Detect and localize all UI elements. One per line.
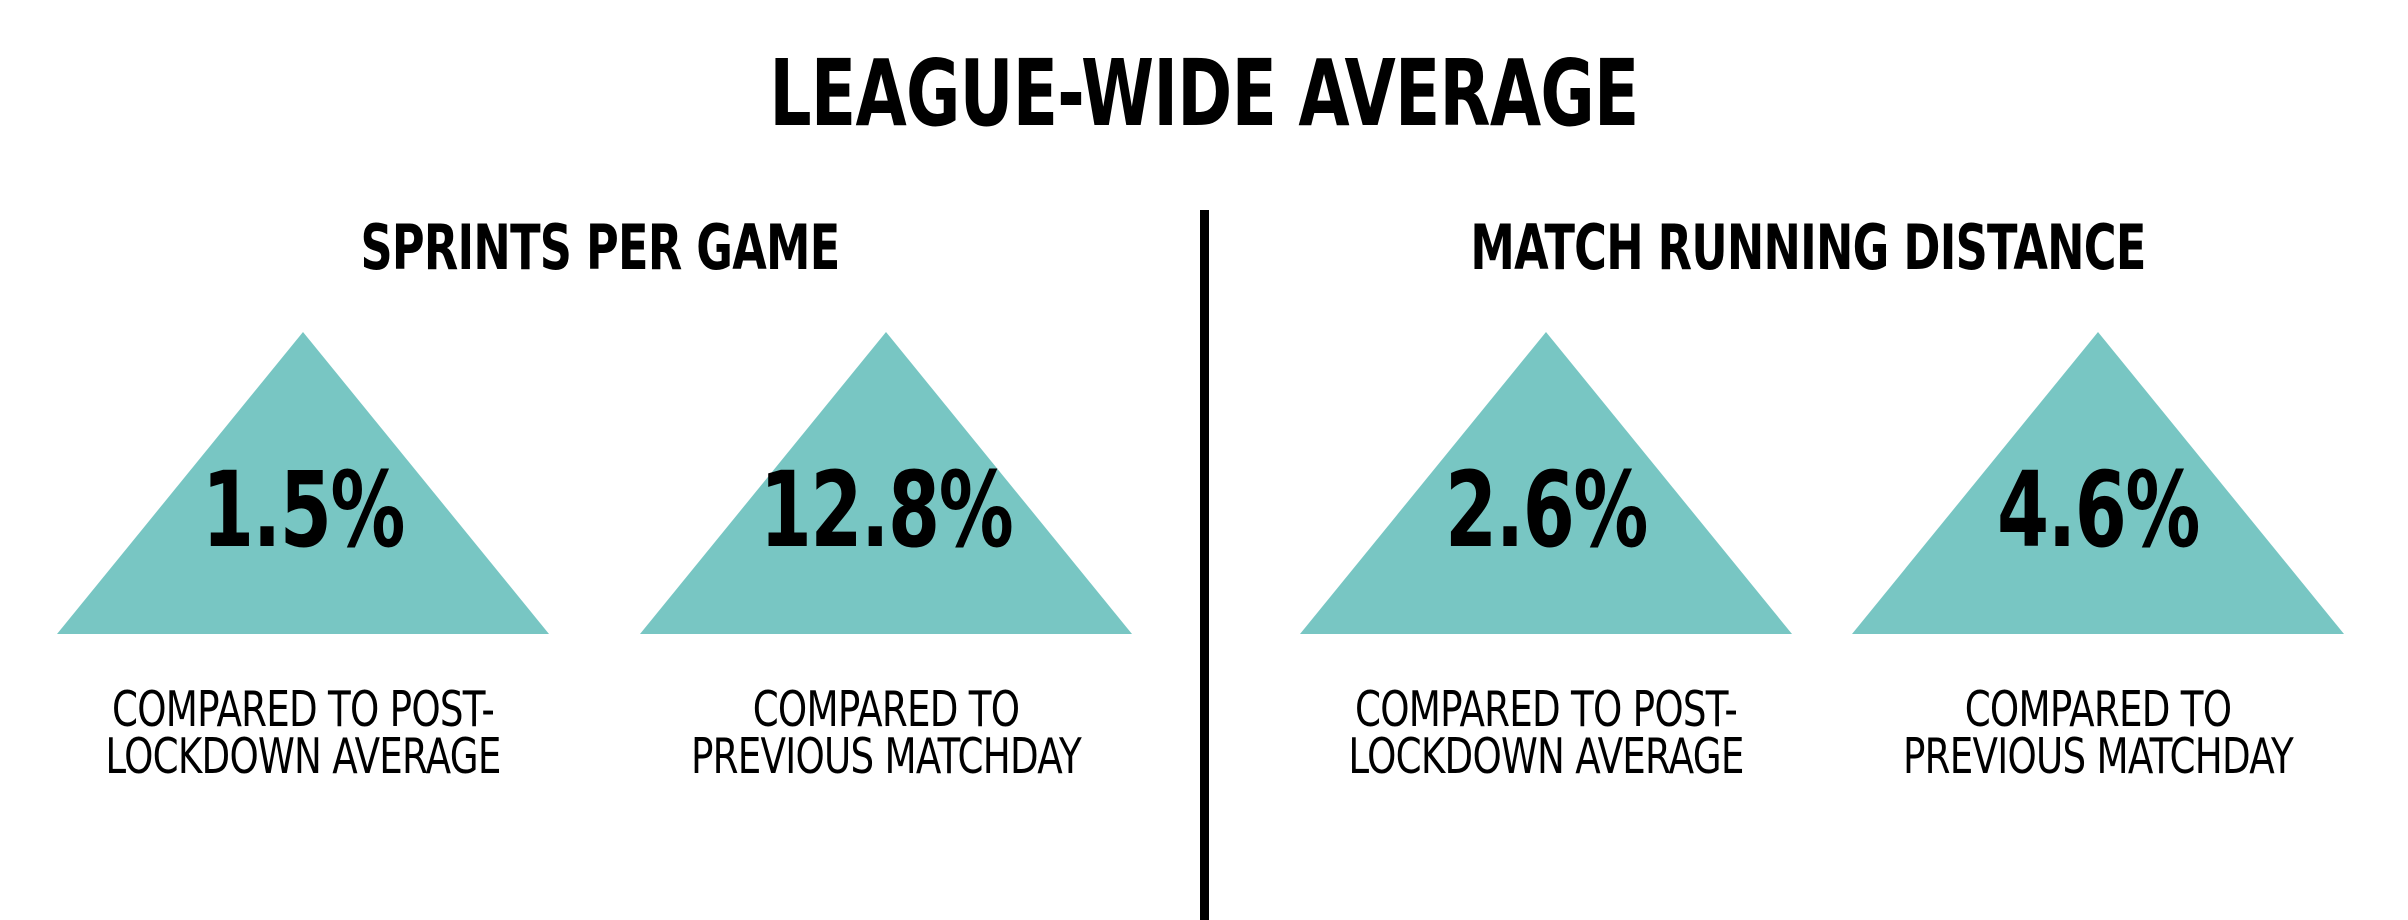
caption-line: COMPARED TO POST-: [1354, 681, 1738, 738]
up-triangle-icon: [640, 332, 1132, 634]
caption-line: LOCKDOWN AVERAGE: [105, 728, 501, 785]
running-previous-matchday-stat: 4.6%: [1852, 332, 2344, 634]
up-triangle-icon: [57, 332, 549, 634]
running-previous-matchday-caption: COMPARED TO PREVIOUS MATCHDAY: [1885, 681, 2311, 785]
running-distance-section-title: MATCH RUNNING DISTANCE: [1470, 211, 2146, 284]
sprints-previous-matchday-caption: COMPARED TO PREVIOUS MATCHDAY: [673, 681, 1099, 785]
running-post-lockdown-stat: 2.6%: [1300, 332, 1792, 634]
stat-value: 2.6%: [1445, 449, 1648, 571]
caption-line: COMPARED TO POST-: [111, 681, 495, 738]
caption-line: LOCKDOWN AVERAGE: [1348, 728, 1744, 785]
page-title: LEAGUE-WIDE AVERAGE: [769, 40, 1639, 147]
running-post-lockdown-caption: COMPARED TO POST- LOCKDOWN AVERAGE: [1333, 681, 1759, 785]
up-triangle-icon: [1852, 332, 2344, 634]
up-triangle-icon: [1300, 332, 1792, 634]
caption-line: PREVIOUS MATCHDAY: [690, 728, 1082, 785]
caption-line: COMPARED TO: [1964, 681, 2232, 738]
stat-value: 1.5%: [202, 449, 405, 571]
stat-value: 12.8%: [759, 449, 1014, 571]
caption-line: PREVIOUS MATCHDAY: [1902, 728, 2294, 785]
sprints-previous-matchday-stat: 12.8%: [640, 332, 1132, 634]
sprints-section-title: SPRINTS PER GAME: [360, 211, 840, 284]
sprints-post-lockdown-stat: 1.5%: [57, 332, 549, 634]
caption-line: COMPARED TO: [752, 681, 1020, 738]
sprints-post-lockdown-caption: COMPARED TO POST- LOCKDOWN AVERAGE: [90, 681, 516, 785]
section-divider: [1200, 210, 1209, 920]
stat-value: 4.6%: [1997, 449, 2200, 571]
